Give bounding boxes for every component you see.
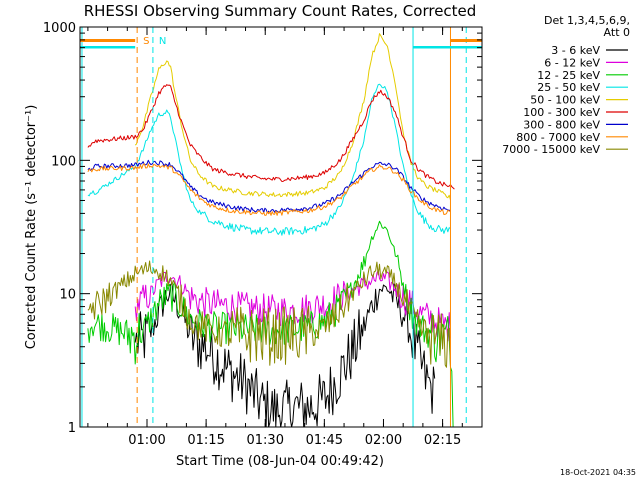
- x-tick-label-0: 01:00: [128, 433, 165, 448]
- series-line-3-seg-0: [87, 83, 451, 236]
- series-line-2-seg-0: [87, 220, 455, 427]
- x-axis-label: Start Time (08-Jun-04 00:49:42): [176, 454, 384, 469]
- legend-label-1: 6 - 12 keV: [544, 56, 600, 69]
- marker-label-n: N: [159, 36, 166, 47]
- legend-label-3: 25 - 50 keV: [537, 81, 600, 94]
- attenuator-marker-0: [80, 39, 136, 42]
- marker-label-s: S: [143, 36, 149, 47]
- series-line-8-seg-0: [87, 260, 451, 368]
- legend-label-0: 3 - 6 keV: [551, 44, 600, 57]
- legend-label-7: 800 - 7000 keV: [516, 131, 600, 144]
- legend-label-2: 12 - 25 keV: [537, 69, 600, 82]
- x-tick-label-5: 02:15: [424, 433, 461, 448]
- series-line-0-seg-0: [134, 282, 436, 427]
- legend-label-5: 100 - 300 keV: [523, 106, 600, 119]
- x-tick-label-4: 02:00: [365, 433, 402, 448]
- attenuator-marker-1: [450, 39, 482, 42]
- x-tick-label-3: 01:45: [306, 433, 343, 448]
- series-line-7-seg-0: [87, 163, 451, 216]
- saa-marker-0: [80, 46, 136, 49]
- saa-marker-1: [413, 46, 482, 49]
- chart-title: RHESSI Observing Summary Count Rates, Co…: [84, 2, 477, 20]
- y-tick-label-1: 10: [59, 288, 76, 303]
- legend-label-6: 300 - 800 keV: [523, 118, 600, 131]
- legend-label-4: 50 - 100 keV: [530, 94, 600, 107]
- legend-label-8: 7000 - 15000 keV: [502, 143, 600, 156]
- x-tick-label-2: 01:30: [247, 433, 284, 448]
- y-axis-label: Corrected Count Rate (s⁻¹ detector⁻¹): [24, 105, 39, 350]
- legend-header-1: Att 0: [604, 26, 630, 39]
- y-tick-label-0: 1: [68, 421, 76, 436]
- plot-frame: [79, 26, 483, 428]
- legend-header-0: Det 1,3,4,5,6,9,: [544, 14, 630, 27]
- y-tick-label-2: 100: [51, 154, 76, 169]
- x-tick-label-1: 01:15: [187, 433, 224, 448]
- series-line-4-seg-0: [134, 33, 451, 201]
- series-line-5-seg-0: [87, 84, 455, 190]
- y-tick-label-3: 1000: [43, 21, 76, 36]
- series-line-1-seg-0: [134, 269, 451, 342]
- timestamp: 18-Oct-2021 04:35: [560, 468, 636, 477]
